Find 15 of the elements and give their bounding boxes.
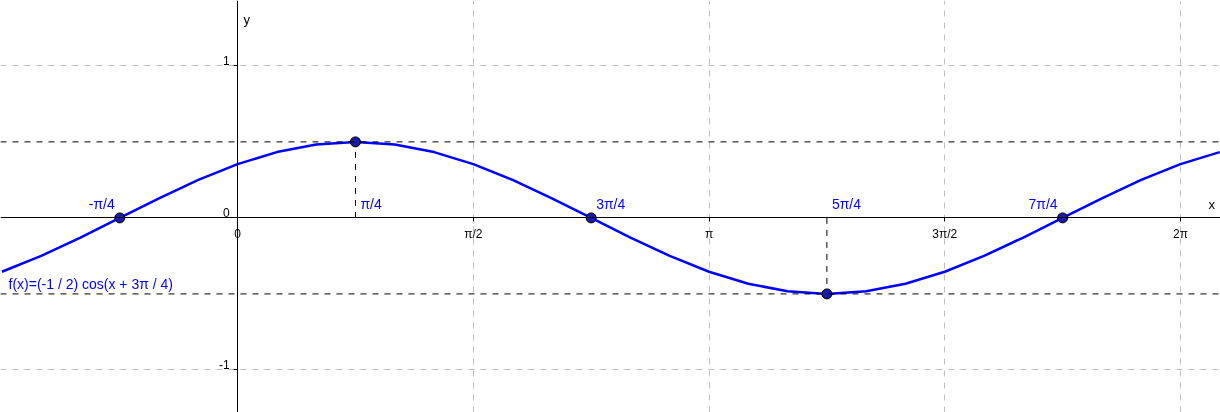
series-label: f(x)=(-1 / 2) cos(x + 3π / 4) bbox=[8, 275, 173, 292]
annotation: 5π/4 bbox=[831, 195, 862, 212]
annotation: 3π/4 bbox=[596, 195, 626, 212]
x-axis-title: x bbox=[1208, 196, 1216, 212]
x-tick-label: 3π/2 bbox=[932, 226, 958, 241]
x-tick-label: π bbox=[704, 226, 714, 241]
y-axis-title: y bbox=[243, 11, 251, 27]
annotation: -π/4 bbox=[88, 195, 115, 212]
annotation: π/4 bbox=[360, 195, 382, 212]
y-tick-label: 1 bbox=[222, 53, 230, 68]
y-tick-label: 0 bbox=[222, 205, 230, 220]
annotation: 7π/4 bbox=[1028, 195, 1058, 212]
x-tick-label: 2π bbox=[1172, 226, 1188, 241]
y-tick-label: -1 bbox=[218, 357, 230, 372]
x-tick-label: π/2 bbox=[464, 226, 483, 241]
